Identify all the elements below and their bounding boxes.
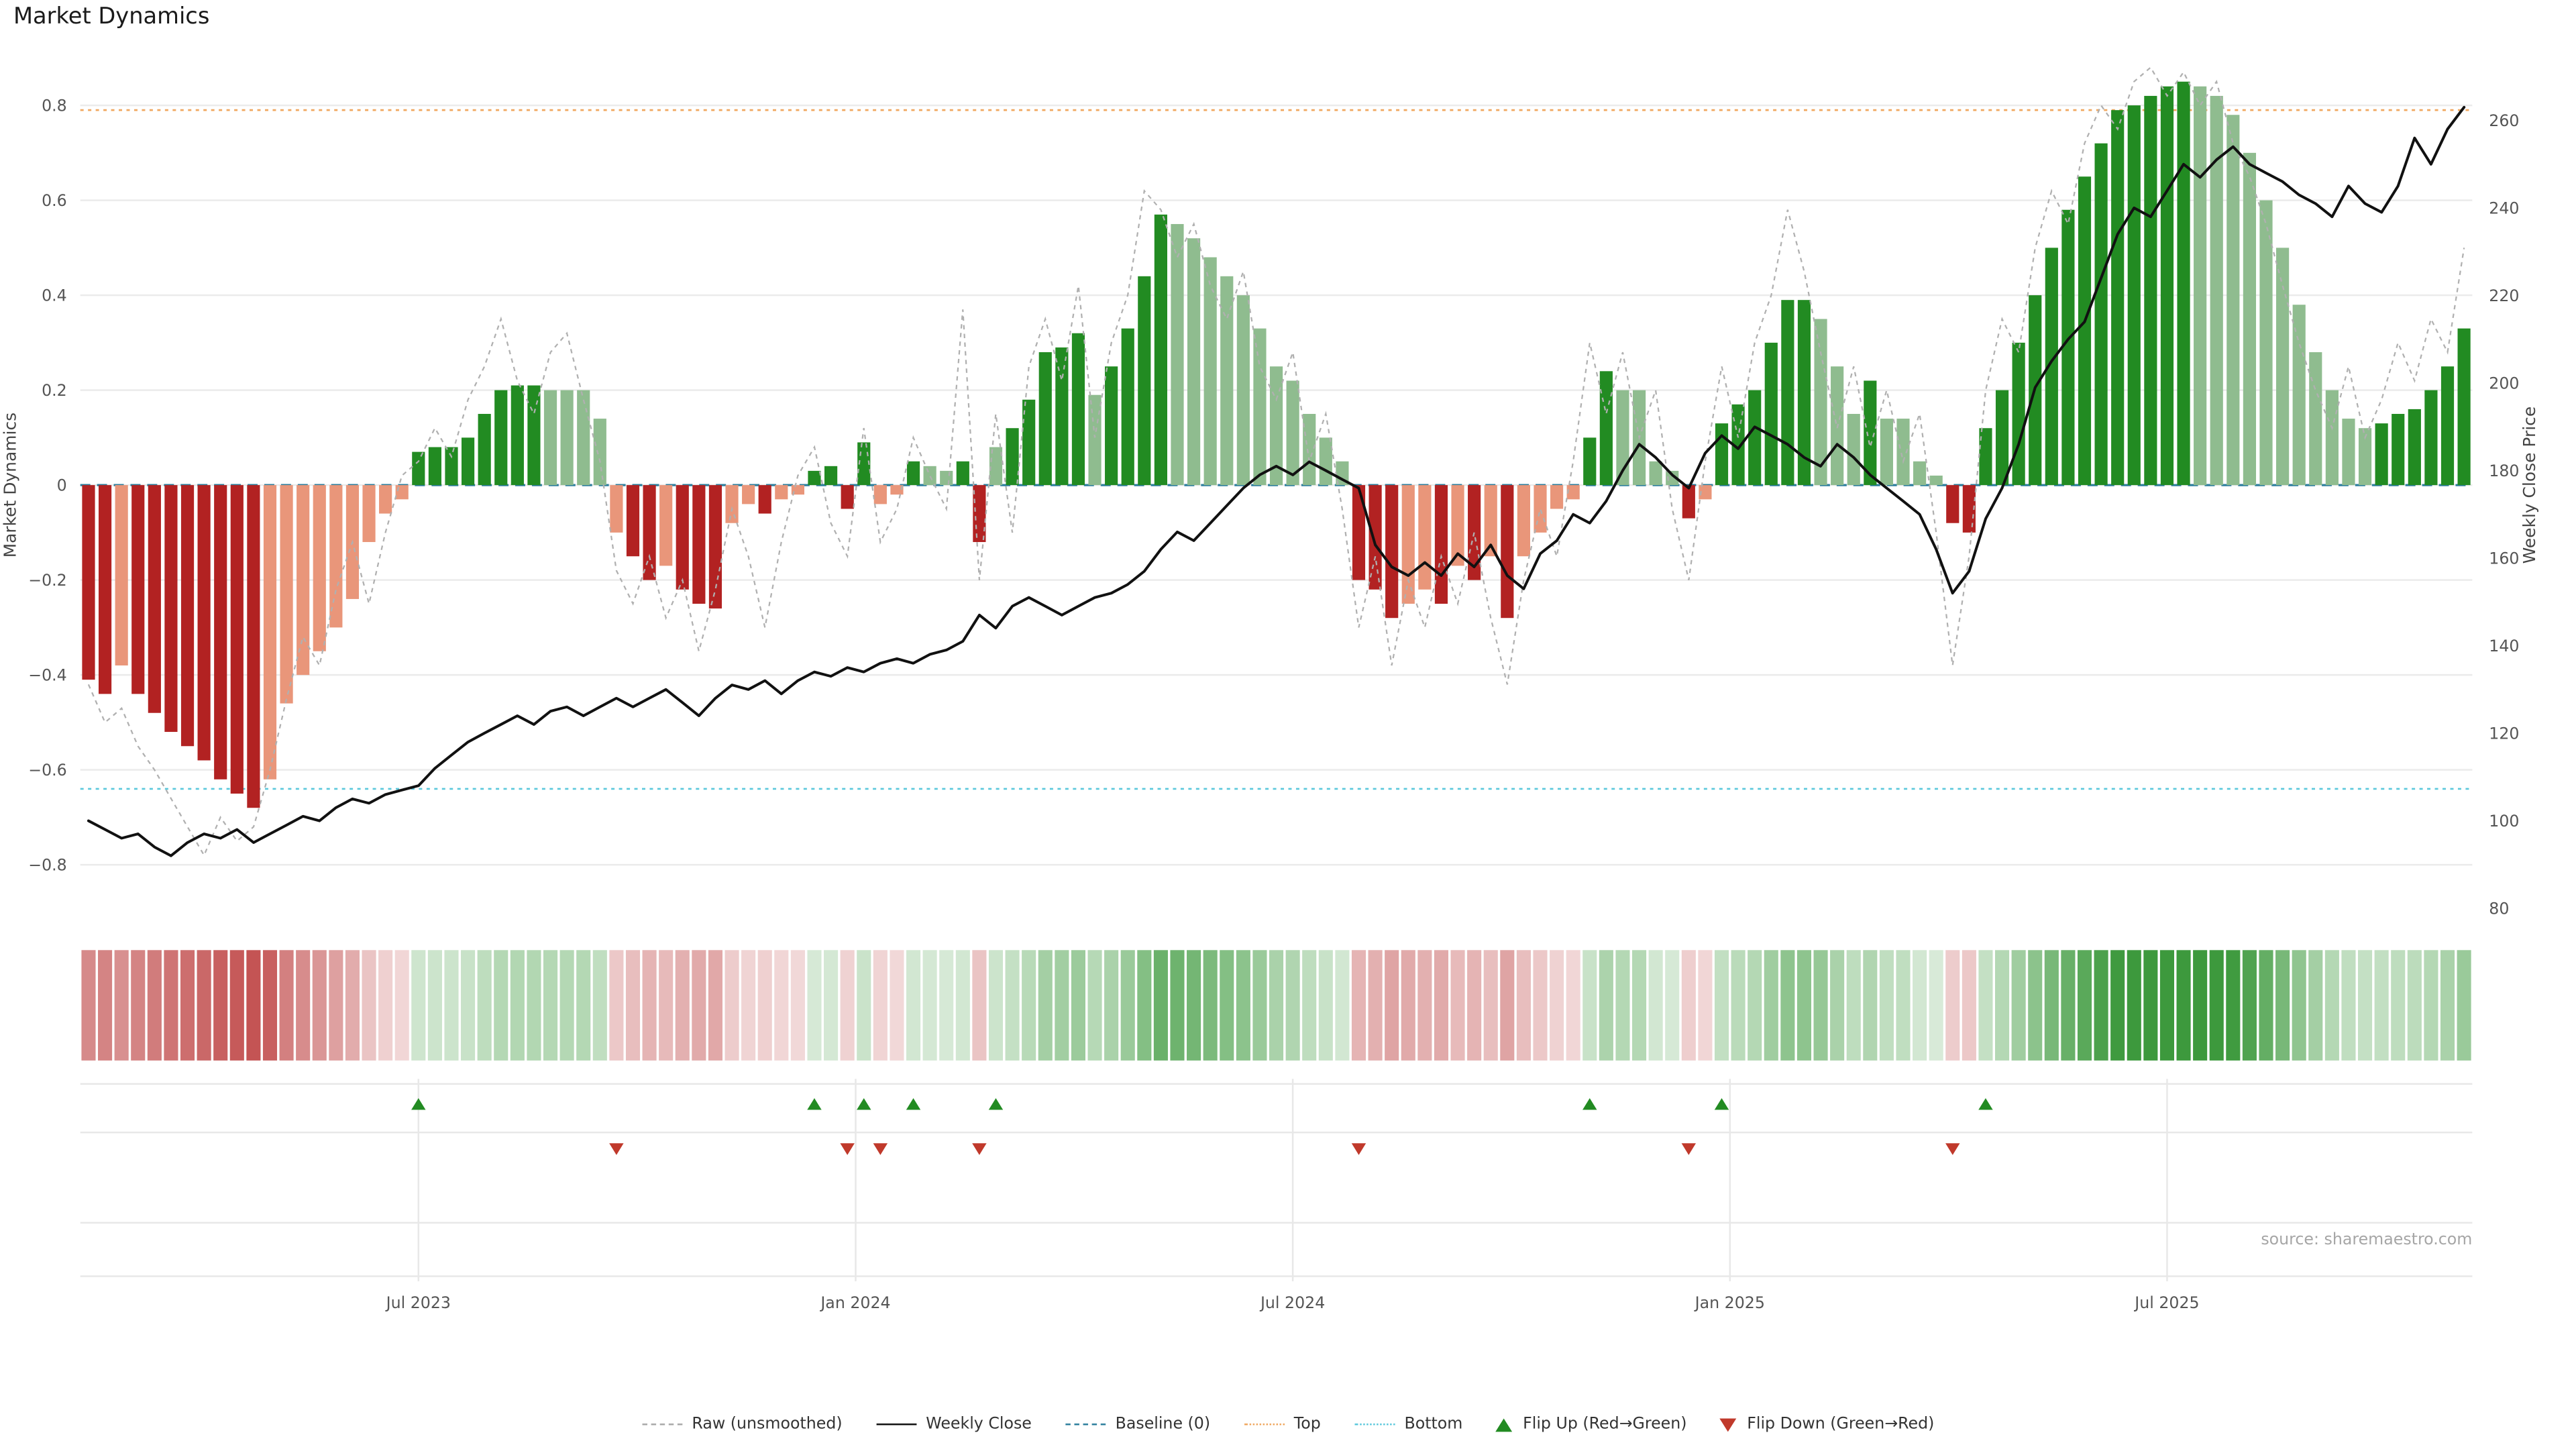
- svg-text:−0.6: −0.6: [28, 761, 66, 780]
- svg-text:Jan 2025: Jan 2025: [1694, 1293, 1765, 1312]
- legend-item-raw: Raw (unsmoothed): [641, 1415, 843, 1434]
- flip-up-marker: [807, 1097, 822, 1110]
- legend-label: Bottom: [1404, 1415, 1463, 1434]
- flip-up-marker: [906, 1097, 921, 1110]
- svg-text:140: 140: [2489, 637, 2519, 655]
- flip-up-marker: [988, 1097, 1004, 1110]
- svg-text:200: 200: [2489, 374, 2519, 392]
- legend-label: Raw (unsmoothed): [692, 1415, 843, 1434]
- svg-text:240: 240: [2489, 199, 2519, 218]
- svg-text:Jul 2023: Jul 2023: [385, 1293, 451, 1312]
- svg-text:0.8: 0.8: [42, 97, 67, 115]
- legend-item-flip-up: Flip Up (Red→Green): [1496, 1415, 1687, 1434]
- legend-item-flip-down: Flip Down (Green→Red): [1720, 1415, 1934, 1434]
- svg-text:Jul 2024: Jul 2024: [1259, 1293, 1325, 1312]
- flip-down-marker: [1945, 1143, 1960, 1155]
- close-line-icon: [875, 1423, 916, 1426]
- legend-label: Flip Down (Green→Red): [1747, 1415, 1935, 1434]
- legend-item-weekly-close: Weekly Close: [875, 1415, 1032, 1434]
- legend-label: Flip Up (Red→Green): [1523, 1415, 1687, 1434]
- legend-item-baseline: Baseline (0): [1065, 1415, 1210, 1434]
- legend-item-bottom: Bottom: [1354, 1415, 1463, 1434]
- svg-text:−0.4: −0.4: [28, 666, 66, 685]
- svg-text:100: 100: [2489, 812, 2519, 830]
- page-title: Market Dynamics: [13, 3, 210, 30]
- svg-text:0.2: 0.2: [42, 381, 67, 400]
- baseline-line-icon: [1065, 1423, 1106, 1426]
- svg-text:0: 0: [57, 476, 67, 495]
- svg-text:0.6: 0.6: [42, 191, 67, 210]
- svg-text:80: 80: [2489, 899, 2509, 918]
- flip-down-marker: [1351, 1143, 1366, 1155]
- flip-down-triangle-icon: [1720, 1417, 1737, 1432]
- svg-text:220: 220: [2489, 286, 2519, 305]
- legend-item-top: Top: [1243, 1415, 1321, 1434]
- legend-label: Weekly Close: [926, 1415, 1032, 1434]
- bottom-line-icon: [1354, 1423, 1395, 1426]
- legend-label: Top: [1293, 1415, 1321, 1434]
- flip-up-marker: [1714, 1097, 1729, 1110]
- market-dynamics-chart: −0.8 −0.6 −0.4 −0.2 0 0.2 0.4 0.6 0.8 80 100 120 140…: [28, 66, 2520, 1312]
- svg-text:Jul 2025: Jul 2025: [2133, 1293, 2199, 1312]
- flip-down-marker: [609, 1143, 624, 1155]
- flip-down-marker: [972, 1143, 987, 1155]
- legend: Raw (unsmoothed) Weekly Close Baseline (…: [0, 1415, 2576, 1434]
- flip-down-marker: [873, 1143, 888, 1155]
- svg-text:260: 260: [2489, 111, 2519, 130]
- svg-text:180: 180: [2489, 462, 2519, 480]
- flip-down-marker: [840, 1143, 855, 1155]
- flip-up-triangle-icon: [1496, 1417, 1513, 1432]
- top-line-icon: [1243, 1423, 1284, 1426]
- legend-label: Baseline (0): [1115, 1415, 1211, 1434]
- flip-up-marker: [1978, 1097, 1993, 1110]
- source-attribution: source: sharemaestro.com: [2261, 1231, 2473, 1250]
- flip-up-marker: [1582, 1097, 1597, 1110]
- raw-line-icon: [641, 1423, 682, 1426]
- svg-text:−0.8: −0.8: [28, 856, 66, 875]
- flip-down-marker: [1681, 1143, 1697, 1155]
- svg-text:0.4: 0.4: [42, 286, 67, 305]
- svg-text:120: 120: [2489, 724, 2519, 743]
- svg-text:Jan 2024: Jan 2024: [819, 1293, 890, 1312]
- svg-text:−0.2: −0.2: [28, 571, 66, 590]
- flip-up-marker: [857, 1097, 871, 1110]
- flip-up-marker: [411, 1097, 426, 1110]
- svg-text:160: 160: [2489, 549, 2519, 568]
